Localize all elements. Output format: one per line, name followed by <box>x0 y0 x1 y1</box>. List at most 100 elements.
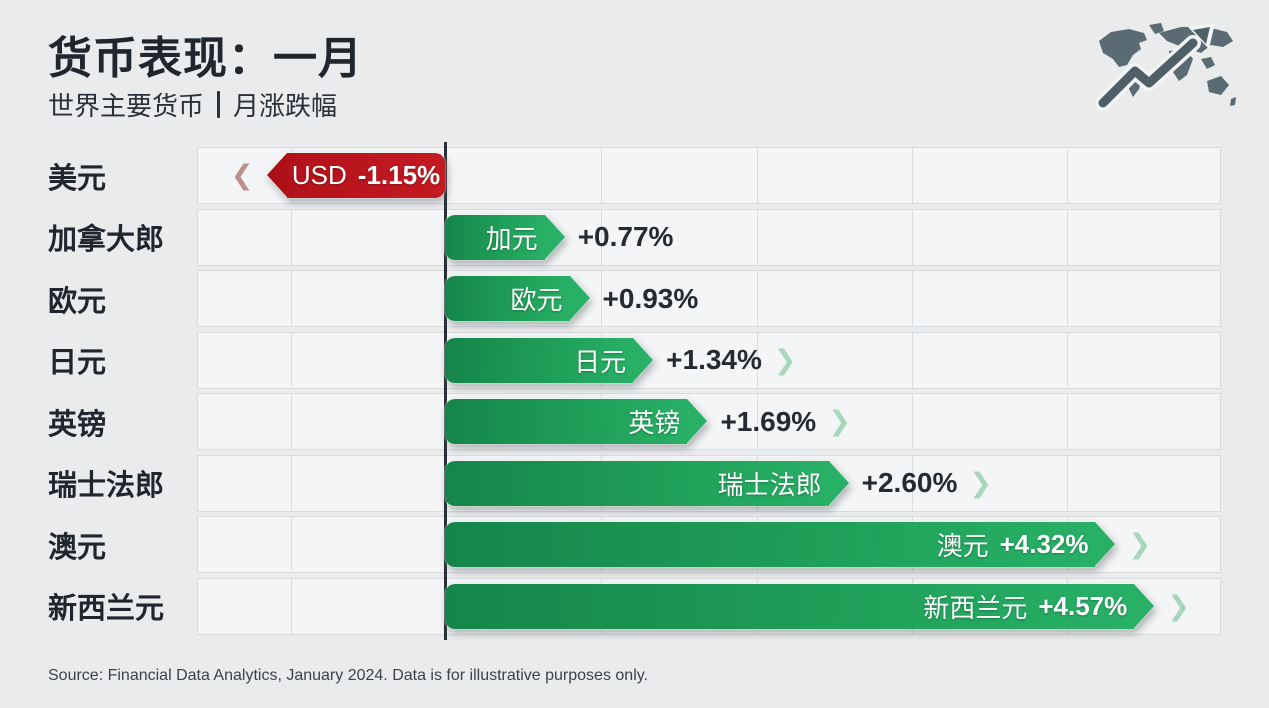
bar-body: 新西兰元 +4.57% <box>445 583 1135 629</box>
bar-currency-label: 加元 <box>485 223 538 254</box>
bar-currency-label: 澳元 <box>936 531 989 562</box>
bar-value-label: -1.15% <box>357 160 441 191</box>
grid-line <box>911 455 913 511</box>
bar-arrow-tip <box>266 153 287 198</box>
grid-line <box>601 271 603 326</box>
bar-annotation: ❯ <box>1128 522 1151 567</box>
bar-annotation: +2.60% ❯ <box>862 461 992 506</box>
grid-line <box>1066 394 1068 449</box>
grid-line <box>756 209 758 265</box>
bar-negative: USD -1.15% <box>266 153 446 199</box>
grid-line <box>291 332 293 388</box>
category-label: 新西兰元 <box>48 593 165 626</box>
bar-value-label: +0.93% <box>602 282 699 314</box>
subtitle-left: 世界主要货币 <box>48 91 205 121</box>
row-band <box>197 270 1221 327</box>
bar-body: 澳元 +4.32% <box>445 522 1096 568</box>
bar-body: 瑞士法郎 <box>445 460 829 506</box>
bar-positive: 加元 <box>445 214 565 260</box>
bar-annotation: +1.69% ❯ <box>720 399 850 444</box>
bar-currency-label: 欧元 <box>510 285 563 316</box>
row-band <box>197 331 1221 389</box>
bar-chart: USD -1.15% ❮ 加元 +0.77% 欧元 +0.93% 日元 +1.34% ❯ 英镑 +1.… <box>197 142 1221 640</box>
bar-positive: 英镑 <box>445 399 708 445</box>
subtitle-divider <box>217 91 221 118</box>
bar-arrow-tip <box>828 460 849 505</box>
bar-value-label: +0.77% <box>577 221 674 253</box>
grid-line <box>291 455 293 511</box>
bar-arrow-tip <box>1095 522 1116 567</box>
grid-line <box>911 271 913 326</box>
grid-line <box>1066 455 1068 511</box>
bar-body: 欧元 <box>445 276 570 322</box>
grid-line <box>291 271 293 326</box>
bar-arrow-tip <box>633 337 654 382</box>
bar-value-label: +4.57% <box>1038 590 1128 621</box>
page-subtitle: 世界主要货币 月涨跌幅 <box>48 86 337 123</box>
row-band <box>197 393 1221 450</box>
category-labels-column: 美元加拿大郎欧元日元英镑瑞士法郎澳元新西兰元 <box>48 145 196 637</box>
bar-value-label: +1.69% <box>720 405 817 437</box>
bar-body: 加元 <box>445 214 545 260</box>
grid-line <box>756 332 758 388</box>
bar-currency-label: 瑞士法郎 <box>717 469 822 500</box>
grid-line <box>601 209 603 265</box>
world-map-trend-arrow-icon <box>1095 23 1236 111</box>
bar-arrow-tip <box>544 214 565 259</box>
category-label: 加拿大郎 <box>48 224 165 257</box>
category-label: 澳元 <box>48 531 107 564</box>
bar-currency-label: 日元 <box>574 346 627 377</box>
grid-line <box>756 148 758 203</box>
source-note: Source: Financial Data Analytics, Januar… <box>48 667 648 684</box>
category-label: 美元 <box>48 162 107 195</box>
grid-line <box>1066 148 1068 203</box>
bar-positive: 澳元 +4.32% <box>445 522 1116 568</box>
row-band <box>197 208 1221 266</box>
page-title: 货币表现：一月 <box>48 34 363 83</box>
bar-body: 英镑 <box>445 399 688 445</box>
grid-line <box>601 148 603 203</box>
chevron-left-icon: ❮ <box>230 160 254 191</box>
grid-line <box>1066 209 1068 265</box>
chevron-right-icon: ❯ <box>773 344 797 375</box>
bar-annotation: +1.34% ❯ <box>666 338 796 383</box>
bar-positive: 新西兰元 +4.57% <box>445 583 1155 629</box>
grid-line <box>911 148 913 203</box>
bar-arrow-tip <box>687 399 708 444</box>
bar-currency-label: 新西兰元 <box>923 592 1028 623</box>
bar-annotation: ❯ <box>1167 584 1190 629</box>
category-label: 瑞士法郎 <box>48 470 165 503</box>
bar-value-label: +1.34% <box>666 344 762 376</box>
grid-line <box>911 209 913 265</box>
grid-line <box>291 394 293 449</box>
bar-positive: 欧元 <box>445 276 590 322</box>
bar-currency-label: 英镑 <box>628 408 681 439</box>
subtitle-right: 月涨跌幅 <box>233 91 338 121</box>
grid-line <box>911 394 913 449</box>
grid-line <box>1066 332 1068 388</box>
bar-value-label: +4.32% <box>999 529 1089 560</box>
grid-line <box>291 209 293 265</box>
bar-arrow-tip <box>1134 583 1155 628</box>
bar-arrow-tip <box>569 276 590 321</box>
category-label: 日元 <box>48 347 107 380</box>
zero-line <box>443 142 447 640</box>
bar-annotation: +0.93% <box>603 276 699 321</box>
grid-line <box>1066 271 1068 326</box>
grid-line <box>291 517 293 572</box>
chevron-right-icon: ❯ <box>1128 529 1152 560</box>
grid-line <box>756 271 758 326</box>
category-label: 欧元 <box>48 285 107 318</box>
bar-value-label: +2.60% <box>861 467 958 499</box>
grid-line <box>756 394 758 449</box>
bar-annotation: +0.77% <box>578 215 674 260</box>
grid-line <box>911 332 913 388</box>
chevron-right-icon: ❯ <box>828 406 851 437</box>
bar-annotation: ❮ <box>231 153 254 198</box>
bar-body: USD -1.15% <box>286 153 446 199</box>
chevron-right-icon: ❯ <box>1167 590 1190 621</box>
bar-currency-label: USD <box>291 160 347 191</box>
category-label: 英镑 <box>48 408 107 441</box>
bar-positive: 瑞士法郎 <box>445 460 849 506</box>
grid-line <box>291 578 293 634</box>
